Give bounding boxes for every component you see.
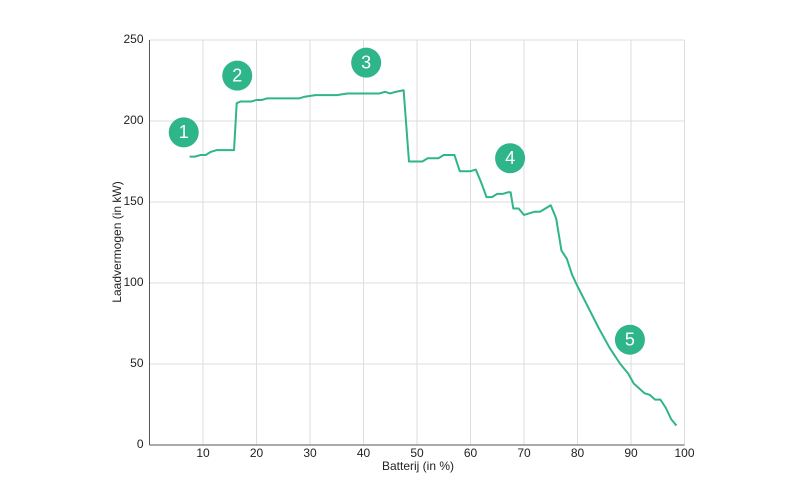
annotation-label: 5 <box>625 329 635 349</box>
y-tick-label: 0 <box>137 437 144 451</box>
x-tick-label: 30 <box>303 446 317 460</box>
annotation-marker <box>222 60 253 91</box>
annotation-marker <box>614 324 645 355</box>
x-tick-label: 80 <box>571 446 585 460</box>
x-tick-label: 100 <box>674 446 694 460</box>
y-tick-label: 50 <box>130 356 144 370</box>
y-tick-label: 100 <box>123 275 143 289</box>
annotation-label: 4 <box>505 148 515 168</box>
x-tick-label: 90 <box>624 446 638 460</box>
x-tick-label: 20 <box>250 446 264 460</box>
annotation-label: 3 <box>361 52 371 72</box>
annotation-marker <box>495 143 526 174</box>
y-axis-label: Laadvermogen (in kW) <box>110 181 124 302</box>
annotation-marker <box>168 117 199 148</box>
x-tick-label: 10 <box>196 446 210 460</box>
x-tick-label: 70 <box>517 446 531 460</box>
x-tick-label: 50 <box>410 446 424 460</box>
y-tick-label: 200 <box>123 113 143 127</box>
annotation-label: 2 <box>232 65 242 85</box>
y-tick-label: 150 <box>123 194 143 208</box>
x-tick-label: 60 <box>464 446 478 460</box>
y-tick-label: 250 <box>123 32 143 46</box>
annotation-marker <box>351 47 382 78</box>
x-tick-label: 40 <box>357 446 371 460</box>
x-axis-label: Batterij (in %) <box>382 459 454 473</box>
line <box>189 89 678 427</box>
annotation-label: 1 <box>179 122 189 142</box>
